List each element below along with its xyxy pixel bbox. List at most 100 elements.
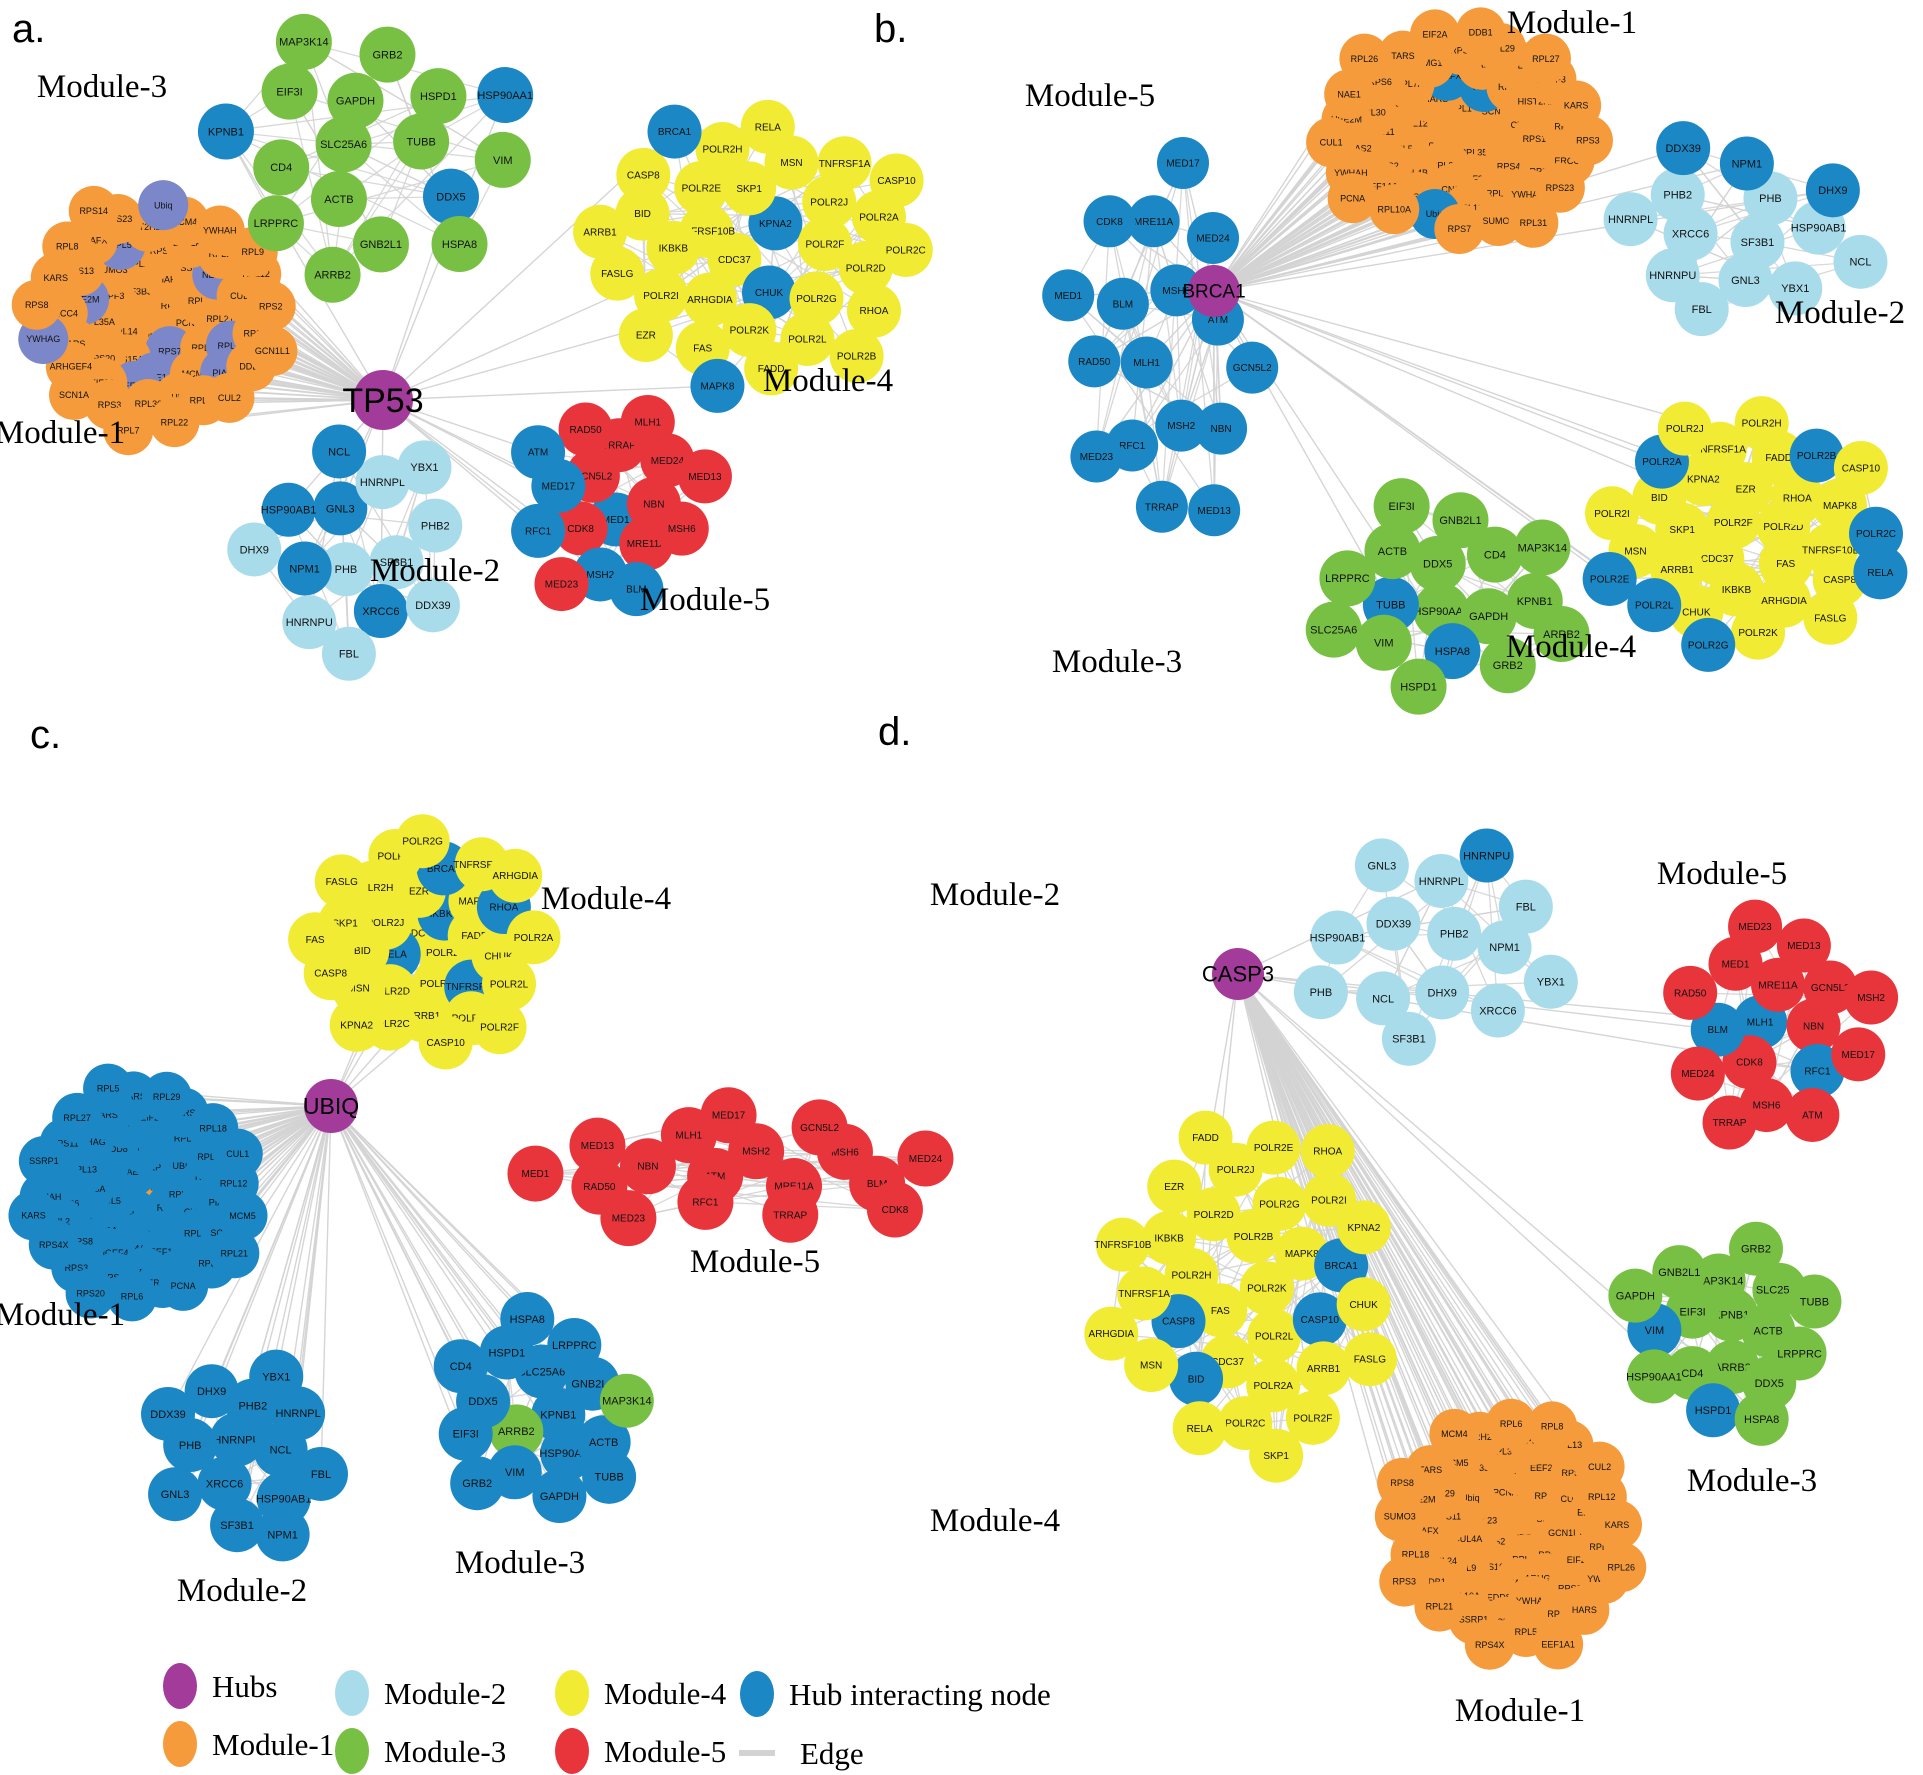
node-NPM1[interactable]: NPM1 [277, 541, 332, 596]
node-NBN[interactable]: NBN [619, 1138, 676, 1195]
node-FASLG[interactable]: FASLG [1342, 1332, 1397, 1387]
node-HNRNPL[interactable]: HNRNPL [1603, 192, 1658, 247]
node-MSN[interactable]: MSN [1124, 1338, 1179, 1393]
node-DDX5[interactable]: DDX5 [1409, 535, 1466, 592]
node-POLR2K[interactable]: POLR2K [1731, 605, 1786, 660]
node-POLR2G[interactable]: POLR2G [395, 814, 450, 869]
node-EIF3I[interactable]: EIF3I [261, 63, 318, 120]
node-IKBKB[interactable]: IKBKB [1709, 562, 1764, 617]
node-PHB[interactable]: PHB [1293, 965, 1348, 1020]
node-FBL[interactable]: FBL [321, 626, 376, 681]
node-EIF2A[interactable]: EIF2A [1410, 9, 1461, 60]
node-POLR2C[interactable]: POLR2C [878, 222, 933, 277]
node-POLR2E[interactable]: POLR2E [1246, 1120, 1301, 1175]
node-XRCC6[interactable]: XRCC6 [1470, 983, 1525, 1038]
node-CHUK[interactable]: CHUK [1336, 1277, 1391, 1332]
node-RPS2[interactable]: RPS2 [245, 281, 296, 332]
node-RAD50[interactable]: RAD50 [1068, 335, 1121, 388]
node-MAP3K14[interactable]: MAP3K14 [1514, 519, 1571, 576]
node-GCN5L2[interactable]: GCN5L2 [791, 1099, 848, 1156]
node-MED23[interactable]: MED23 [600, 1190, 657, 1247]
node-RPL26[interactable]: RPL26 [1339, 33, 1390, 84]
node-SSRP1[interactable]: SSRP1 [18, 1136, 69, 1187]
node-POLR2G[interactable]: POLR2G [1252, 1176, 1307, 1231]
hub-TP53[interactable]: TP53 [342, 370, 424, 430]
node-FASLG[interactable]: FASLG [314, 854, 369, 909]
node-HSPD1[interactable]: HSPD1 [1686, 1383, 1741, 1438]
node-DDX39[interactable]: DDX39 [1366, 896, 1421, 951]
node-RHOA[interactable]: RHOA [1300, 1124, 1355, 1179]
node-MLH1[interactable]: MLH1 [620, 394, 675, 449]
node-BLM[interactable]: BLM [1096, 277, 1149, 330]
node-HARS[interactable]: HARS [1559, 1584, 1610, 1635]
hub-CASP3[interactable]: CASP3 [1202, 948, 1274, 1000]
node-MED1[interactable]: MED1 [1042, 269, 1095, 322]
node-GNB2L1[interactable]: GNB2L1 [352, 216, 409, 273]
node-POLR2L[interactable]: POLR2L [780, 312, 835, 367]
node-MED23[interactable]: MED23 [1728, 899, 1783, 954]
node-RPL21[interactable]: RPL21 [209, 1228, 260, 1279]
node-KPNA2[interactable]: KPNA2 [329, 997, 384, 1052]
node-RPS14[interactable]: RPS14 [68, 185, 119, 236]
node-POLR2K[interactable]: POLR2K [1239, 1261, 1294, 1316]
node-RPS3[interactable]: RPS3 [1379, 1556, 1430, 1607]
node-MCM5[interactable]: MCM5 [217, 1190, 268, 1241]
node-TNFRSF1A[interactable]: TNFRSF1A [1117, 1266, 1172, 1321]
node-MED17[interactable]: MED17 [700, 1087, 757, 1144]
node-RFC1[interactable]: RFC1 [1790, 1043, 1845, 1098]
node-NPM1[interactable]: NPM1 [255, 1507, 310, 1562]
node-CUL1[interactable]: CUL1 [212, 1128, 263, 1179]
node-EIF3I[interactable]: EIF3I [438, 1406, 493, 1461]
node-LRPPRC[interactable]: LRPPRC [547, 1317, 602, 1372]
node-RPS8[interactable]: RPS8 [11, 279, 62, 330]
node-GRB2[interactable]: GRB2 [1479, 637, 1536, 694]
node-TRRAP[interactable]: TRRAP [1135, 480, 1188, 533]
node-MED24[interactable]: MED24 [1670, 1046, 1725, 1101]
node-POLR2B[interactable]: POLR2B [829, 329, 884, 384]
node-POLR2H[interactable]: POLR2H [695, 122, 750, 177]
node-HSPD1[interactable]: HSPD1 [1390, 658, 1447, 715]
node-RPL6[interactable]: RPL6 [106, 1271, 157, 1322]
node-MED17[interactable]: MED17 [1831, 1027, 1886, 1082]
node-POLR2F[interactable]: POLR2F [472, 1000, 527, 1055]
node-PHB2[interactable]: PHB2 [1427, 906, 1482, 961]
node-GNB2L1[interactable]: GNB2L1 [1652, 1245, 1707, 1300]
node-HSPD1[interactable]: HSPD1 [410, 68, 467, 125]
node-MED23[interactable]: MED23 [1070, 430, 1123, 483]
node-GCN5L2[interactable]: GCN5L2 [1803, 960, 1858, 1015]
node-PHB[interactable]: PHB [318, 542, 373, 597]
node-POLR2A[interactable]: POLR2A [506, 910, 561, 965]
node-IKBKB[interactable]: IKBKB [1142, 1210, 1197, 1265]
node-HNRNPU[interactable]: HNRNPU [1459, 828, 1514, 883]
node-POLR2L[interactable]: POLR2L [1627, 578, 1682, 633]
node-SLC25A6[interactable]: SLC25A6 [1305, 601, 1362, 658]
node-CDK8[interactable]: CDK8 [553, 501, 608, 556]
node-GRB2[interactable]: GRB2 [1728, 1221, 1783, 1276]
node-SF3B1[interactable]: SF3B1 [1381, 1011, 1436, 1066]
node-DHX9[interactable]: DHX9 [184, 1364, 239, 1419]
node-LRPPRC[interactable]: LRPPRC [1319, 550, 1376, 607]
node-POLR2G[interactable]: POLR2G [1681, 617, 1736, 672]
node-MED24[interactable]: MED24 [897, 1130, 954, 1187]
node-MAP3K14[interactable]: MAP3K14 [599, 1373, 654, 1428]
node-ARRB1[interactable]: ARRB1 [573, 204, 628, 259]
node-RPL29[interactable]: RPL29 [141, 1071, 192, 1122]
node-PHB2[interactable]: PHB2 [408, 498, 463, 553]
node-RHOA[interactable]: RHOA [846, 283, 901, 338]
node-CUL2[interactable]: CUL2 [1574, 1441, 1625, 1492]
node-GRB2[interactable]: GRB2 [450, 1456, 505, 1511]
node-DHX9[interactable]: DHX9 [1805, 163, 1860, 218]
node-CASP10[interactable]: CASP10 [869, 153, 924, 208]
node-MCM4[interactable]: MCM4 [1429, 1408, 1480, 1459]
node-POLR2A[interactable]: POLR2A [1246, 1358, 1301, 1413]
node-MED13[interactable]: MED13 [677, 449, 732, 504]
node-CASP8[interactable]: CASP8 [616, 147, 671, 202]
node-POLR2F[interactable]: POLR2F [1285, 1390, 1340, 1445]
node-POLR2H[interactable]: POLR2H [1734, 396, 1789, 451]
node-RAD50[interactable]: RAD50 [558, 402, 613, 457]
node-GAPDH[interactable]: GAPDH [327, 72, 384, 129]
node-FASLG[interactable]: FASLG [1803, 590, 1858, 645]
node-HSP90AB1[interactable]: HSP90AB1 [261, 482, 317, 537]
node-RFC1[interactable]: RFC1 [511, 503, 566, 558]
node-IKBKB[interactable]: IKBKB [646, 220, 701, 275]
